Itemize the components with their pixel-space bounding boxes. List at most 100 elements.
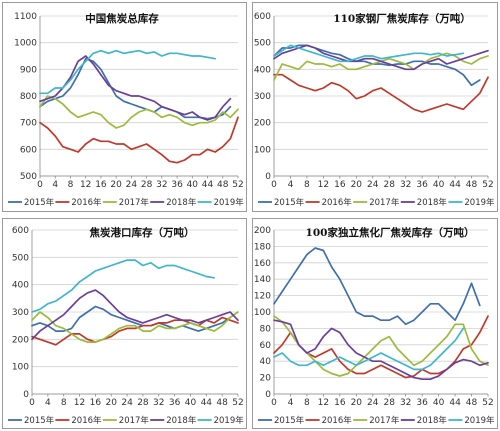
- legend-label: 2016年: [322, 415, 353, 426]
- x-tick-label: 24: [367, 398, 379, 408]
- x-tick-label: 36: [416, 398, 428, 408]
- y-tick-label: 200: [12, 335, 29, 345]
- legend-label: 2019年: [214, 415, 245, 426]
- chart-panel-4: 0 20 40 60 80 100 120 140 160 180 200 0 4 8 12 16 20 24 28…: [252, 218, 498, 429]
- y-tick-label: 180: [254, 242, 271, 252]
- x-tick-label: 48: [466, 398, 478, 408]
- x-tick-label: 0: [271, 180, 277, 190]
- y-tick-label: 800: [20, 92, 37, 102]
- x-tick-label: 24: [126, 180, 138, 190]
- x-tick-label: 52: [482, 398, 493, 408]
- legend-label: 2019年: [464, 415, 495, 426]
- y-tick-label: 600: [12, 226, 29, 236]
- x-tick-label: 12: [318, 398, 329, 408]
- y-tick-label: 700: [20, 119, 37, 129]
- x-tick-label: 8: [61, 398, 67, 408]
- legend-label: 2018年: [166, 197, 197, 208]
- y-tick-label: 0: [23, 390, 29, 400]
- y-tick-label: 500: [20, 172, 37, 182]
- x-tick-label: 32: [153, 398, 164, 408]
- x-tick-label: 16: [334, 398, 346, 408]
- series-line-2016: [39, 116, 239, 164]
- y-tick-label: 0: [265, 390, 271, 400]
- x-tick-label: 8: [304, 180, 310, 190]
- chart-title: 110家钢厂焦炭库存（万吨）: [333, 12, 470, 25]
- y-tick-label: 1000: [14, 39, 37, 49]
- x-tick-label: 20: [106, 398, 118, 408]
- chart-title: 100家独立焦化厂焦炭库存（万吨）: [306, 226, 475, 239]
- y-tick-label: 140: [254, 275, 271, 285]
- x-tick-label: 32: [400, 398, 411, 408]
- x-tick-label: 44: [449, 398, 461, 408]
- legend-label: 2018年: [417, 415, 448, 426]
- series-line-2018: [31, 289, 239, 341]
- legend-label: 2017年: [369, 197, 400, 208]
- y-tick-label: 600: [254, 12, 271, 22]
- series-line-2018: [273, 44, 489, 71]
- x-tick-label: 52: [232, 180, 243, 190]
- y-tick-label: 100: [254, 308, 271, 318]
- y-tick-label: 60: [260, 341, 272, 351]
- x-tick-label: 20: [110, 180, 122, 190]
- series-line-2016: [31, 316, 239, 346]
- x-tick-label: 44: [201, 398, 213, 408]
- legend-label: 2016年: [322, 197, 353, 208]
- x-tick-label: 20: [351, 180, 363, 190]
- x-tick-label: 28: [384, 180, 396, 190]
- x-tick-label: 28: [384, 398, 396, 408]
- x-tick-label: 52: [232, 398, 243, 408]
- y-tick-label: 200: [254, 226, 271, 236]
- y-tick-label: 600: [20, 145, 37, 155]
- series-line-2017: [31, 311, 239, 343]
- x-tick-label: 28: [137, 398, 149, 408]
- x-tick-label: 16: [95, 180, 107, 190]
- series-line-2019: [273, 44, 465, 63]
- y-tick-label: 1100: [14, 12, 37, 22]
- series-line-2019: [273, 327, 465, 371]
- x-tick-label: 36: [171, 180, 183, 190]
- series-line-2015: [273, 247, 481, 326]
- chart-title: 焦炭港口库存（万吨）: [89, 226, 195, 239]
- legend-label: 2015年: [24, 197, 55, 208]
- legend-label: 2018年: [417, 197, 448, 208]
- x-tick-label: 8: [68, 180, 74, 190]
- legend-label: 2018年: [166, 415, 197, 426]
- x-tick-label: 36: [169, 398, 181, 408]
- legend-label: 2015年: [24, 415, 55, 426]
- x-tick-label: 48: [216, 398, 228, 408]
- panel-frame: [2, 2, 247, 212]
- legend-label: 2017年: [119, 197, 150, 208]
- y-tick-label: 120: [254, 292, 271, 302]
- x-tick-label: 32: [156, 180, 167, 190]
- legend-label: 2016年: [71, 415, 102, 426]
- x-tick-label: 0: [271, 398, 277, 408]
- legend-label: 2019年: [214, 197, 245, 208]
- series-line-2019: [39, 49, 217, 95]
- y-tick-label: 500: [12, 253, 29, 263]
- x-tick-label: 36: [416, 180, 428, 190]
- x-tick-label: 40: [187, 180, 199, 190]
- y-tick-label: 500: [254, 39, 271, 49]
- x-tick-label: 0: [37, 180, 43, 190]
- y-tick-label: 20: [260, 374, 272, 384]
- y-tick-label: 900: [20, 65, 37, 75]
- series-line-2017: [273, 315, 489, 377]
- x-tick-label: 4: [52, 180, 58, 190]
- y-tick-label: 80: [260, 324, 272, 334]
- x-tick-label: 32: [400, 180, 411, 190]
- y-tick-label: 40: [260, 357, 272, 367]
- x-tick-label: 48: [466, 180, 478, 190]
- y-tick-label: 100: [254, 145, 271, 155]
- y-tick-label: 400: [254, 65, 271, 75]
- x-tick-label: 8: [304, 398, 310, 408]
- series-line-2017: [39, 95, 239, 129]
- x-tick-label: 24: [121, 398, 133, 408]
- x-tick-label: 52: [482, 180, 493, 190]
- series-line-2016: [273, 73, 489, 113]
- x-tick-label: 44: [449, 180, 461, 190]
- legend-label: 2016年: [71, 197, 102, 208]
